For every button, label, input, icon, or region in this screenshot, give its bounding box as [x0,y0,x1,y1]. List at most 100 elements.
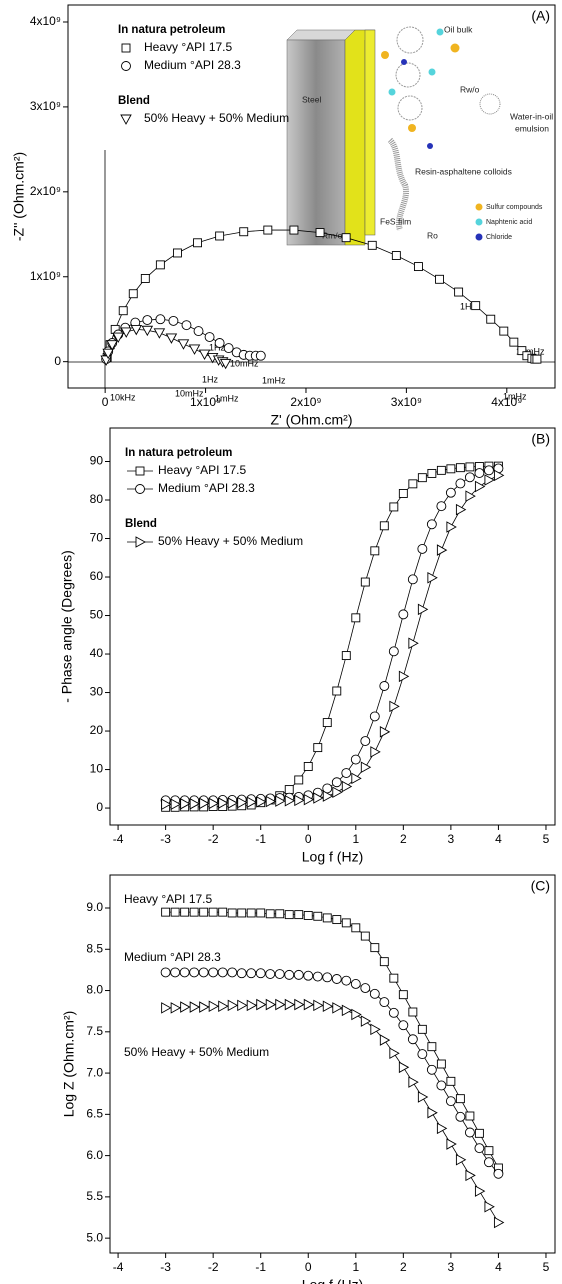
marker [263,225,273,235]
marker [275,998,286,1011]
marker [436,465,446,475]
marker [464,1127,475,1138]
inset-diagram: Oil bulk Rw/o Water-in-oil emulsion Resi… [286,24,553,246]
marker [389,973,399,983]
marker [465,1169,476,1182]
x-tick-label: -2 [208,1260,219,1274]
frequency-label: 1Hz [209,342,226,352]
marker [303,762,313,771]
inset-label: Resin-asphaltene colloids [415,166,512,176]
x-tick-label: 4 [495,1260,502,1274]
frequency-label: 10mHz [230,358,259,368]
marker [199,1001,210,1013]
marker [255,350,266,361]
inset-label: Oil bulk [444,24,473,34]
marker [161,1002,172,1014]
marker [465,490,476,502]
marker [465,1111,475,1121]
marker [204,332,215,342]
marker [303,793,315,806]
panel-label: (C) [531,878,550,894]
marker [100,355,112,366]
marker [484,474,495,486]
marker [370,1023,381,1036]
plot-frame [109,427,556,826]
frequency-label: 1Hz [460,301,477,311]
marker [436,1059,446,1069]
marker [120,327,133,338]
marker [284,785,294,795]
series-label: 50% Heavy + 50% Medium [124,1045,269,1059]
marker [398,609,409,620]
y-tick-label: 70 [90,531,104,545]
marker [435,274,444,284]
x-tick-label: 2 [400,1260,407,1274]
marker [427,572,438,584]
marker [389,1047,400,1060]
legend-label: 50% Heavy + 50% Medium [158,534,303,548]
marker [398,1061,410,1074]
marker [180,1001,191,1013]
marker [499,326,509,336]
marker [398,489,408,498]
marker [493,1216,505,1229]
inset-label: Water-in-oil [510,111,553,121]
frequency-label: 1mHz [503,391,527,401]
marker [180,907,190,917]
marker [408,1076,419,1088]
marker [217,967,228,978]
y-tick-label: 2x10⁹ [30,184,61,198]
marker [427,1042,437,1052]
marker [331,974,342,984]
marker [294,910,304,920]
x-axis-title: Z' (Ohm.cm²) [271,412,353,428]
marker [189,907,199,917]
marker [471,301,481,311]
marker [341,975,352,986]
marker [153,328,166,339]
y-tick-label: 4x10⁹ [30,14,61,28]
marker [322,790,334,802]
marker [142,315,153,326]
marker [141,325,154,337]
frequency-label: 1Hz [202,374,219,384]
frequency-label: 1mHz [215,393,239,403]
marker [455,503,467,516]
inset-label: Sulfur compounds [486,204,543,211]
marker [312,971,323,982]
legend-label: Medium °API 28.3 [144,58,241,72]
y-tick-label: 80 [90,492,104,506]
x-tick-label: -4 [113,1260,124,1274]
marker [351,613,361,623]
inset-label: Chloride [486,234,512,241]
marker [370,546,380,556]
y-tick-label: 0 [96,800,103,814]
marker [265,909,275,919]
marker [289,225,299,235]
plot-frame [109,874,556,1254]
marker [155,314,166,325]
marker [341,768,352,778]
y-axis-title: - Phase angle (Degrees) [59,550,75,703]
marker [367,240,377,250]
x-tick-label: 0 [305,832,312,846]
legend-heading: Blend [125,518,157,530]
marker [165,333,178,344]
marker [239,227,249,237]
marker [284,969,295,980]
marker [408,1007,418,1017]
frequency-label: 10mHz [175,388,204,398]
marker [181,320,192,331]
marker [493,1168,504,1179]
marker [255,968,266,979]
legend-marker [120,114,132,125]
marker [436,544,448,556]
y-tick-label: 30 [90,685,104,699]
marker [379,521,389,531]
marker [455,463,465,473]
marker [256,796,267,808]
y-tick-label: 8.0 [86,983,103,997]
marker [389,502,399,512]
marker [331,777,342,788]
